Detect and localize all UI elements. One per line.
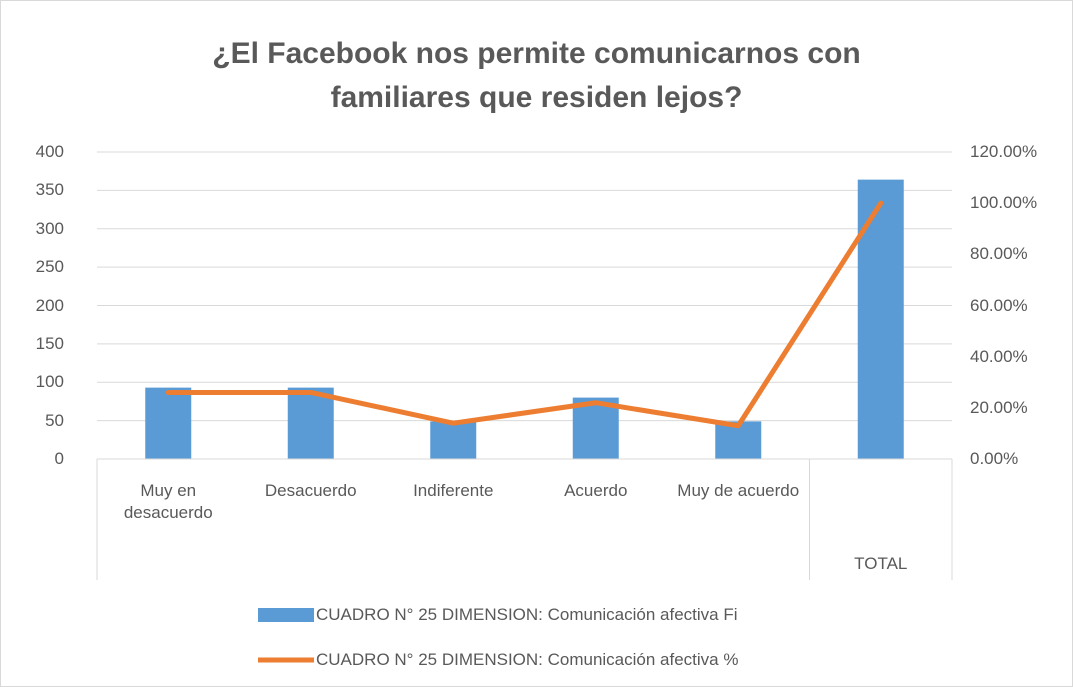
legend-label: CUADRO N° 25 DIMENSION: Comunicación afe… bbox=[316, 605, 738, 624]
legend-label: CUADRO N° 25 DIMENSION: Comunicación afe… bbox=[316, 650, 739, 669]
y-tick-label: 200 bbox=[35, 295, 64, 315]
x-tick-label: Muy en desacuerdo bbox=[123, 481, 213, 522]
y-tick-label: 150 bbox=[35, 333, 64, 353]
x-tick-label: Acuerdo bbox=[564, 481, 628, 500]
bar bbox=[572, 397, 619, 459]
y2-tick-label: 20.00% bbox=[970, 397, 1028, 417]
x-tick-label: Indiferente bbox=[413, 481, 494, 500]
y-tick-label: 300 bbox=[35, 218, 64, 238]
x-tick-label: TOTAL bbox=[854, 554, 908, 573]
y-tick-label: 250 bbox=[35, 257, 64, 277]
y2-tick-label: 60.00% bbox=[970, 295, 1028, 315]
y-tick-label: 350 bbox=[35, 180, 64, 200]
chart-title: ¿El Facebook nos permite comunicarnos co… bbox=[212, 37, 861, 114]
bar bbox=[145, 387, 192, 459]
y-tick-label: 100 bbox=[35, 372, 64, 392]
y2-tick-label: 80.00% bbox=[970, 244, 1028, 264]
bar bbox=[430, 421, 477, 459]
x-tick-label: Muy de acuerdo bbox=[677, 481, 800, 500]
y2-tick-label: 0.00% bbox=[970, 449, 1019, 468]
x-tick-label: Desacuerdo bbox=[264, 481, 357, 500]
y2-tick-label: 100.00% bbox=[970, 193, 1038, 213]
bar bbox=[287, 387, 334, 459]
y-tick-label: 50 bbox=[45, 410, 64, 430]
y-tick-label: 400 bbox=[35, 142, 64, 161]
legend-swatch bbox=[258, 608, 314, 622]
y-tick-label: 0 bbox=[54, 449, 64, 468]
y2-tick-label: 120.00% bbox=[970, 142, 1038, 161]
bar bbox=[857, 179, 904, 459]
line bbox=[165, 200, 884, 429]
y2-tick-label: 40.00% bbox=[970, 346, 1028, 366]
